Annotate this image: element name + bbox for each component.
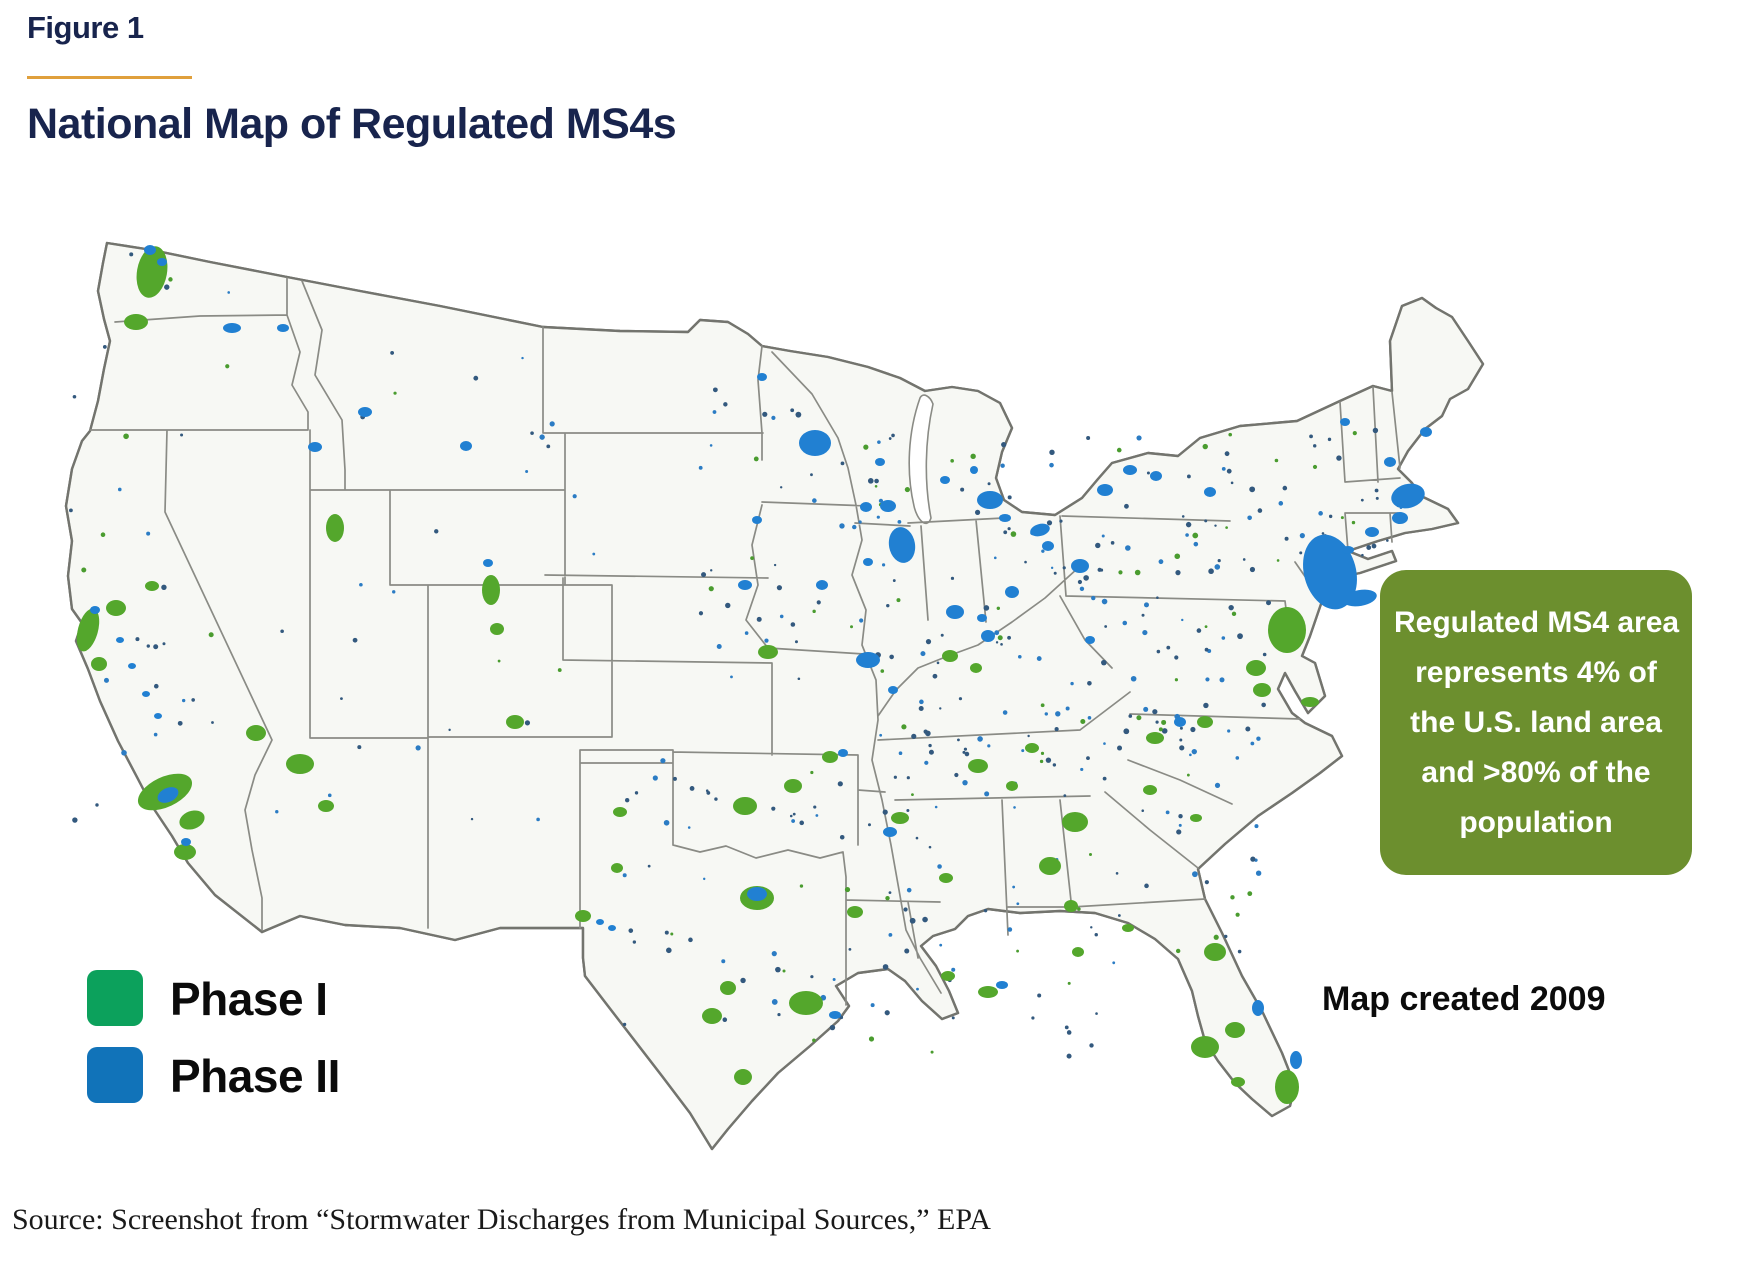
callout-line: Regulated MS4 area bbox=[1394, 605, 1680, 639]
lake-michigan bbox=[908, 394, 934, 524]
map-created-note: Map created 2009 bbox=[1322, 980, 1606, 1018]
phase2-areas bbox=[90, 245, 1432, 1069]
figure-title: National Map of Regulated MS4s bbox=[27, 100, 677, 148]
phase2-swatch bbox=[87, 1047, 143, 1103]
callout-box: Regulated MS4 area represents 4% of the … bbox=[1380, 570, 1692, 875]
phase1-label: Phase I bbox=[170, 973, 328, 1025]
figure-label: Figure 1 bbox=[27, 10, 144, 45]
us-map-svg bbox=[64, 241, 1485, 1151]
us-ms4-map bbox=[55, 210, 1500, 1165]
phase1-swatch bbox=[87, 970, 143, 1026]
callout-line: population bbox=[1459, 805, 1613, 839]
small-ms4-speckles bbox=[69, 252, 1403, 1059]
source-line: Source: Screenshot from “Stormwater Disc… bbox=[12, 1203, 991, 1236]
callout-line: the U.S. land area bbox=[1410, 705, 1662, 739]
callout-line: and >80% of the bbox=[1421, 755, 1651, 789]
callout-line: represents 4% of bbox=[1415, 655, 1657, 689]
phase2-label: Phase II bbox=[170, 1050, 340, 1102]
accent-rule bbox=[27, 76, 192, 79]
